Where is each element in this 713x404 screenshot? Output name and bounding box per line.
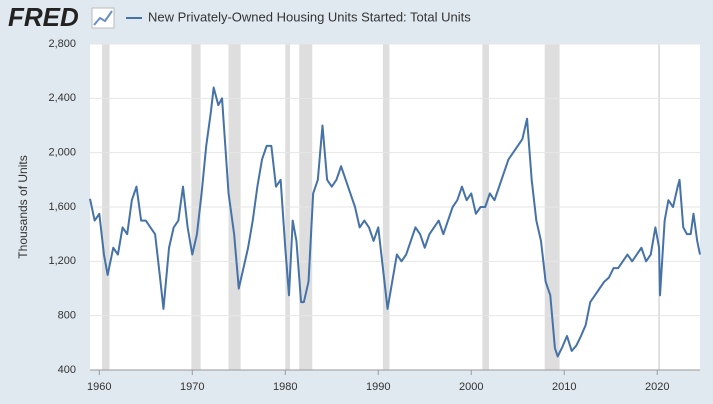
x-tick-label: 2000 (459, 381, 483, 393)
legend-label: New Privately-Owned Housing Units Starte… (148, 9, 471, 24)
y-tick-label: 2,400 (48, 92, 76, 104)
x-tick-label: 1990 (366, 381, 390, 393)
x-tick-label: 1960 (87, 381, 111, 393)
y-tick-label: 2,000 (48, 147, 76, 159)
logo: FRED (8, 2, 79, 32)
x-tick-label: 2020 (645, 381, 669, 393)
x-tick-label: 1970 (180, 381, 204, 393)
x-tick-label: 1980 (273, 381, 297, 393)
y-tick-label: 1,600 (48, 201, 76, 213)
y-axis-title: Thousands of Units (16, 155, 30, 258)
x-tick-label: 2010 (552, 381, 576, 393)
logo-icon (91, 7, 115, 29)
y-tick-label: 800 (58, 310, 76, 322)
y-tick-label: 1,200 (48, 255, 76, 267)
y-tick-label: 2,800 (48, 38, 76, 50)
y-tick-label: 400 (58, 364, 76, 376)
series-line (89, 86, 701, 358)
